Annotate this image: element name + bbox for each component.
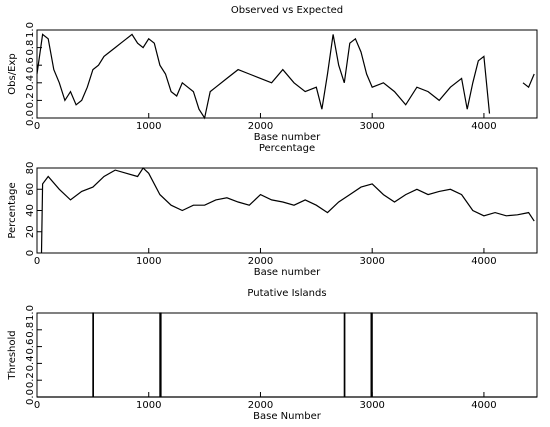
y-tick-label: 0.4 <box>25 75 36 91</box>
y-tick-label: 0.0 <box>25 110 36 126</box>
x-tick-label: 4000 <box>471 400 496 411</box>
plot-frame <box>36 167 538 254</box>
x-tick-label: 1000 <box>136 121 161 132</box>
y-tick-label: 0.2 <box>25 92 36 108</box>
x-tick-label: 4000 <box>471 121 496 132</box>
y-tick-label: 0.0 <box>25 389 36 405</box>
y-tick-label: 40 <box>25 204 36 217</box>
x-tick-label: 1000 <box>136 256 161 267</box>
y-tick-label: 0.8 <box>25 40 36 56</box>
data-line <box>37 312 537 398</box>
y-tick-label: 0.2 <box>25 372 36 388</box>
x-axis-label: Base number <box>254 267 321 278</box>
y-tick-label: 80 <box>25 162 36 175</box>
x-tick-label: 2000 <box>248 400 273 411</box>
x-tick-label: 3000 <box>359 256 384 267</box>
x-axis-label: Base number <box>254 132 321 143</box>
x-tick-label: 0 <box>34 400 40 411</box>
panel-title: Observed vs Expected <box>231 5 343 16</box>
y-tick-label: 0 <box>25 250 36 256</box>
x-tick-label: 3000 <box>359 121 384 132</box>
x-tick-label: 3000 <box>359 400 384 411</box>
data-line <box>40 167 535 254</box>
plot-frame <box>36 312 538 398</box>
y-tick-label: 1.0 <box>25 22 36 38</box>
x-tick-label: 1000 <box>136 400 161 411</box>
y-axis-label: Threshold <box>7 330 18 380</box>
x-tick-label: 0 <box>34 121 40 132</box>
y-tick-label: 20 <box>25 225 36 238</box>
x-tick-label: 0 <box>34 256 40 267</box>
y-tick-label: 0.8 <box>25 322 36 338</box>
x-axis-label: Base Number <box>253 411 322 422</box>
x-tick-label: 2000 <box>248 256 273 267</box>
y-tick-label: 0.6 <box>25 339 36 355</box>
y-tick-label: 0.6 <box>25 57 36 73</box>
x-tick-label: 2000 <box>248 121 273 132</box>
y-tick-label: 0.4 <box>25 355 36 371</box>
panel-title: Percentage <box>259 143 315 154</box>
y-tick-label: 60 <box>25 183 36 196</box>
y-tick-label: 1.0 <box>25 305 36 321</box>
data-line <box>36 33 535 120</box>
panel-title: Putative Islands <box>247 288 326 299</box>
x-tick-label: 4000 <box>471 256 496 267</box>
y-axis-label: Obs/Exp <box>7 53 18 94</box>
y-axis-label: Percentage <box>7 182 18 238</box>
